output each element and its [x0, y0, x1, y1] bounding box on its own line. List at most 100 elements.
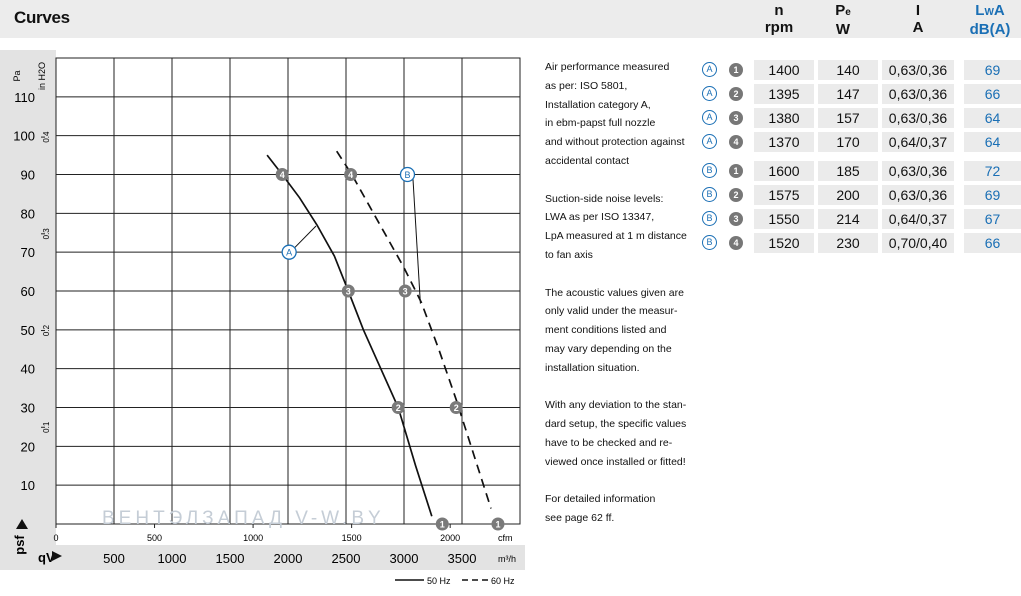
operating-point-label: 1 [495, 520, 500, 530]
notes-line: have to be checked and re- [545, 436, 673, 449]
notes-line: Air performance measured [545, 61, 670, 73]
notes-line: see page 62 ff. [545, 512, 615, 525]
set-badge: A [702, 62, 717, 77]
y-axis-label: psf [12, 535, 27, 555]
y-secondary-tick-label: 0.3 [42, 228, 51, 240]
set-badge: B [702, 211, 717, 226]
y-tick-label: 60 [21, 284, 35, 299]
operating-point-label: 4 [348, 170, 353, 180]
notes-line: With any deviation to the stan- [545, 399, 687, 412]
operating-point-label: 3 [403, 287, 408, 297]
point-badge: 1 [729, 164, 743, 178]
curve-label: A [286, 248, 292, 258]
table-row: A 3 1380 157 0,63/0,36 64 [700, 108, 1021, 128]
page-title: Curves [14, 8, 70, 27]
operating-point-label: 2 [454, 403, 459, 413]
notes-line: viewed once installed or fitted! [545, 455, 686, 468]
notes-line: dard setup, the specific values [545, 418, 687, 431]
operating-point [344, 168, 358, 181]
col-head-power: Pe W [835, 2, 851, 38]
table-cell-lwa: 66 [964, 84, 1021, 104]
notes-gap [545, 265, 695, 284]
table-row: B 2 1575 200 0,63/0,36 69 [700, 185, 1021, 205]
y-tick-label: 50 [21, 323, 35, 338]
table-cell-p: 230 [818, 233, 878, 253]
point-badge: 1 [729, 63, 743, 77]
x-secondary-tick-label: 500 [147, 533, 162, 543]
y-secondary-tick-label: 0.1 [42, 421, 51, 433]
x-tick-label: 1500 [216, 551, 245, 566]
set-badge: A [702, 134, 717, 149]
x-secondary-tick-label: 0 [53, 533, 58, 543]
y-tick-label: 20 [21, 439, 35, 454]
curve-label-badge [399, 166, 416, 183]
table-cell-lwa: 69 [964, 185, 1021, 205]
notes-line: only valid under the measur- [545, 305, 678, 318]
table-cell-p: 147 [818, 84, 878, 104]
table-cell-lwa: 64 [964, 132, 1021, 152]
x-axis-band [0, 545, 525, 570]
set-badge: A [702, 110, 717, 125]
notes-line: may vary depending on the [545, 342, 672, 355]
table-cell-p: 214 [818, 209, 878, 229]
table-row: A 1 1400 140 0,63/0,36 69 [700, 60, 1021, 80]
set-badge: A [702, 86, 717, 101]
col-head-n: n rpm [764, 2, 794, 36]
notes-line: accidental contact [545, 154, 630, 167]
table-cell-p: 170 [818, 132, 878, 152]
point-badge: 4 [729, 135, 743, 149]
y-tick-label: 110 [14, 90, 35, 105]
x-secondary-tick-labels: 0 500 1000 1500 2000 [53, 524, 460, 543]
table-cell-n: 1550 [754, 209, 814, 229]
x-tick-label: 2500 [332, 551, 361, 566]
operating-point-label: 1 [440, 520, 445, 530]
notes-line: to fan axis [545, 248, 593, 261]
y-axis-arrow-icon [16, 519, 28, 529]
x-tick-label: 1000 [158, 551, 187, 566]
table-cell-i: 0,63/0,36 [882, 84, 954, 104]
table-cell-lwa: 72 [964, 161, 1021, 181]
x-unit-label: m³/h [498, 554, 516, 564]
notes-line: and without protection against [545, 136, 685, 149]
operating-point [275, 168, 289, 181]
table-cell-p: 185 [818, 161, 878, 181]
point-badge: 3 [729, 212, 743, 226]
notes-line: LpA measured at 1 m distance [545, 230, 687, 243]
notes-line: Installation category A, [545, 98, 651, 111]
notes-panel: Air performance measured as per: ISO 5801… [545, 58, 695, 528]
y-tick-labels: 10 20 30 40 50 60 70 80 90 100 110 [13, 90, 35, 493]
y-axis-band [0, 50, 56, 570]
series-line-2 [335, 150, 492, 509]
table-cell-i: 0,63/0,36 [882, 185, 954, 205]
table-cell-lwa: 69 [964, 60, 1021, 80]
x-tick-label: 500 [103, 551, 125, 566]
x-tick-labels: 500 1000 1500 2000 2500 3000 3500 [103, 551, 476, 566]
curve-label-leader [411, 170, 421, 304]
legend-label-50hz: 50 Hz [427, 576, 451, 586]
y-unit-secondary-label: in H2O [37, 62, 47, 90]
legend: 50 Hz 60 Hz [395, 576, 515, 586]
x-tick-label: 3500 [448, 551, 477, 566]
notes-line: LWA as per ISO 13347, [545, 211, 655, 224]
set-badge: B [702, 163, 717, 178]
table-cell-n: 1400 [754, 60, 814, 80]
table-cell-i: 0,64/0,37 [882, 132, 954, 152]
x-tick-label: 3000 [390, 551, 419, 566]
table-cell-i: 0,63/0,36 [882, 108, 954, 128]
notes-line: Suction-side noise levels: [545, 192, 664, 205]
notes-line: ment conditions listed and [545, 324, 667, 337]
table-row: A 4 1370 170 0,64/0,37 64 [700, 132, 1021, 152]
x-secondary-tick-label: 1000 [243, 533, 263, 543]
y-unit-label: Pa [12, 70, 22, 81]
col-head-current: I A [912, 2, 924, 36]
watermark: ВЕНТЭЛЗАПАД V-W.BY [102, 508, 385, 529]
point-badge: 4 [729, 236, 743, 250]
legend-label-60hz: 60 Hz [491, 576, 515, 586]
table-cell-p: 157 [818, 108, 878, 128]
table-cell-i: 0,63/0,36 [882, 60, 954, 80]
table-cell-n: 1395 [754, 84, 814, 104]
set-badge: B [702, 187, 717, 202]
table-cell-i: 0,63/0,36 [882, 161, 954, 181]
y-tick-label: 40 [21, 362, 35, 377]
x-secondary-tick-label: 2000 [440, 533, 460, 543]
